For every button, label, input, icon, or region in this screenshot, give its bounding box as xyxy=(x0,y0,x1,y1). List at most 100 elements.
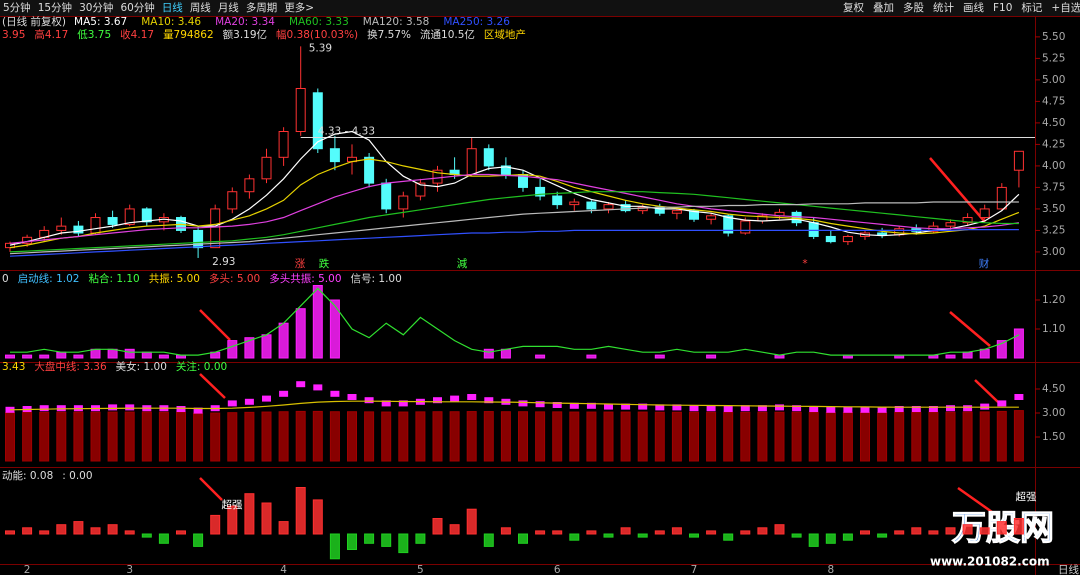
candle-body xyxy=(90,217,101,234)
candle-body xyxy=(671,210,682,214)
bar xyxy=(261,334,272,359)
toolbar-button[interactable]: F10 xyxy=(993,2,1012,14)
bar xyxy=(22,527,33,535)
period-tab[interactable]: 日线 xyxy=(162,1,183,14)
toolbar-button[interactable]: 统计 xyxy=(933,1,954,14)
logo-url: www.201082.com xyxy=(930,555,1050,569)
toolbar xyxy=(0,0,1080,16)
period-tab[interactable]: 30分钟 xyxy=(79,1,113,14)
block xyxy=(723,406,733,412)
bar xyxy=(586,354,597,359)
arrow xyxy=(957,486,993,514)
bar xyxy=(877,533,888,538)
bar xyxy=(569,533,580,541)
bar xyxy=(90,527,101,535)
bar xyxy=(90,348,101,359)
candle-body xyxy=(962,217,973,224)
block xyxy=(108,404,118,411)
bar xyxy=(1013,518,1024,535)
bar xyxy=(552,411,563,462)
legend-label: 大盘中线: 3.36 xyxy=(34,360,107,373)
candle-body xyxy=(791,211,802,224)
bar xyxy=(398,533,409,554)
arrow xyxy=(199,477,223,501)
y-tick-label: 4.75 xyxy=(1042,95,1065,107)
bar xyxy=(158,354,169,359)
legend-label: 粘合: 1.10 xyxy=(88,272,139,285)
candle-body xyxy=(945,222,956,227)
bar xyxy=(535,354,546,359)
bar xyxy=(1013,328,1024,359)
candle-body xyxy=(329,148,340,163)
line xyxy=(9,229,1019,257)
candle-body xyxy=(996,186,1007,210)
toolbar-button[interactable]: 复权 xyxy=(843,1,864,14)
bar xyxy=(979,411,990,462)
period-tab[interactable]: 月线 xyxy=(218,1,239,14)
candle-body xyxy=(73,225,84,234)
block xyxy=(484,397,494,404)
bar xyxy=(107,524,118,535)
toolbar-button[interactable]: +自选 xyxy=(1051,1,1080,14)
block xyxy=(604,403,613,410)
block xyxy=(296,381,306,388)
block xyxy=(997,400,1007,407)
annotation: 超强 xyxy=(222,498,243,511)
toolbar-button[interactable]: 多股 xyxy=(903,1,924,14)
frame xyxy=(0,16,1080,575)
period-tab[interactable]: 多周期 xyxy=(246,1,278,14)
candle-body xyxy=(5,242,15,249)
legend-label: MA10: 3.46 xyxy=(141,16,201,28)
candle-body xyxy=(979,208,990,219)
mode-label: (日线 前复权) xyxy=(2,15,66,28)
block xyxy=(518,400,528,407)
bar xyxy=(569,411,580,462)
candle-body xyxy=(877,232,888,236)
bar xyxy=(586,530,597,535)
period-tab[interactable]: 5分钟 xyxy=(3,1,31,14)
period-tab[interactable]: 周线 xyxy=(190,1,211,14)
bar xyxy=(295,410,306,462)
bar xyxy=(483,411,494,462)
toolbar-button[interactable]: 标记 xyxy=(1021,2,1043,14)
period-tab[interactable]: 60分钟 xyxy=(120,1,154,14)
bar xyxy=(295,487,306,535)
bar xyxy=(56,524,67,535)
candle-body xyxy=(210,208,221,249)
bar xyxy=(364,411,375,462)
block xyxy=(877,406,887,413)
bar xyxy=(381,411,392,462)
y-tick-label: 1.10 xyxy=(1042,323,1065,335)
bar xyxy=(620,411,631,462)
bar xyxy=(791,533,802,538)
block xyxy=(56,405,66,412)
candle-body xyxy=(603,204,614,210)
legend-label: 量794862 xyxy=(163,29,214,41)
block xyxy=(672,404,682,411)
candle-body xyxy=(552,195,563,206)
block xyxy=(638,403,648,410)
event-marker: 減 xyxy=(457,257,468,270)
x-tick-label: 4 xyxy=(280,564,287,575)
bar xyxy=(996,340,1007,359)
legend-label: 换7.57% xyxy=(367,28,411,41)
bar xyxy=(312,410,323,462)
block xyxy=(809,406,819,412)
candle-body xyxy=(244,178,255,193)
bar xyxy=(723,533,734,541)
period-tab[interactable]: 更多> xyxy=(284,1,314,14)
block xyxy=(262,395,271,402)
bar xyxy=(689,533,699,538)
toolbar-button[interactable]: 画线 xyxy=(963,1,984,14)
bar xyxy=(842,412,853,462)
y-tick-label: 5.25 xyxy=(1042,52,1065,64)
block xyxy=(244,398,254,405)
bar xyxy=(124,411,135,462)
period-tab[interactable]: 15分钟 xyxy=(38,1,72,14)
toolbar-button[interactable]: 叠加 xyxy=(873,2,894,14)
block xyxy=(193,407,203,414)
block xyxy=(381,400,391,407)
